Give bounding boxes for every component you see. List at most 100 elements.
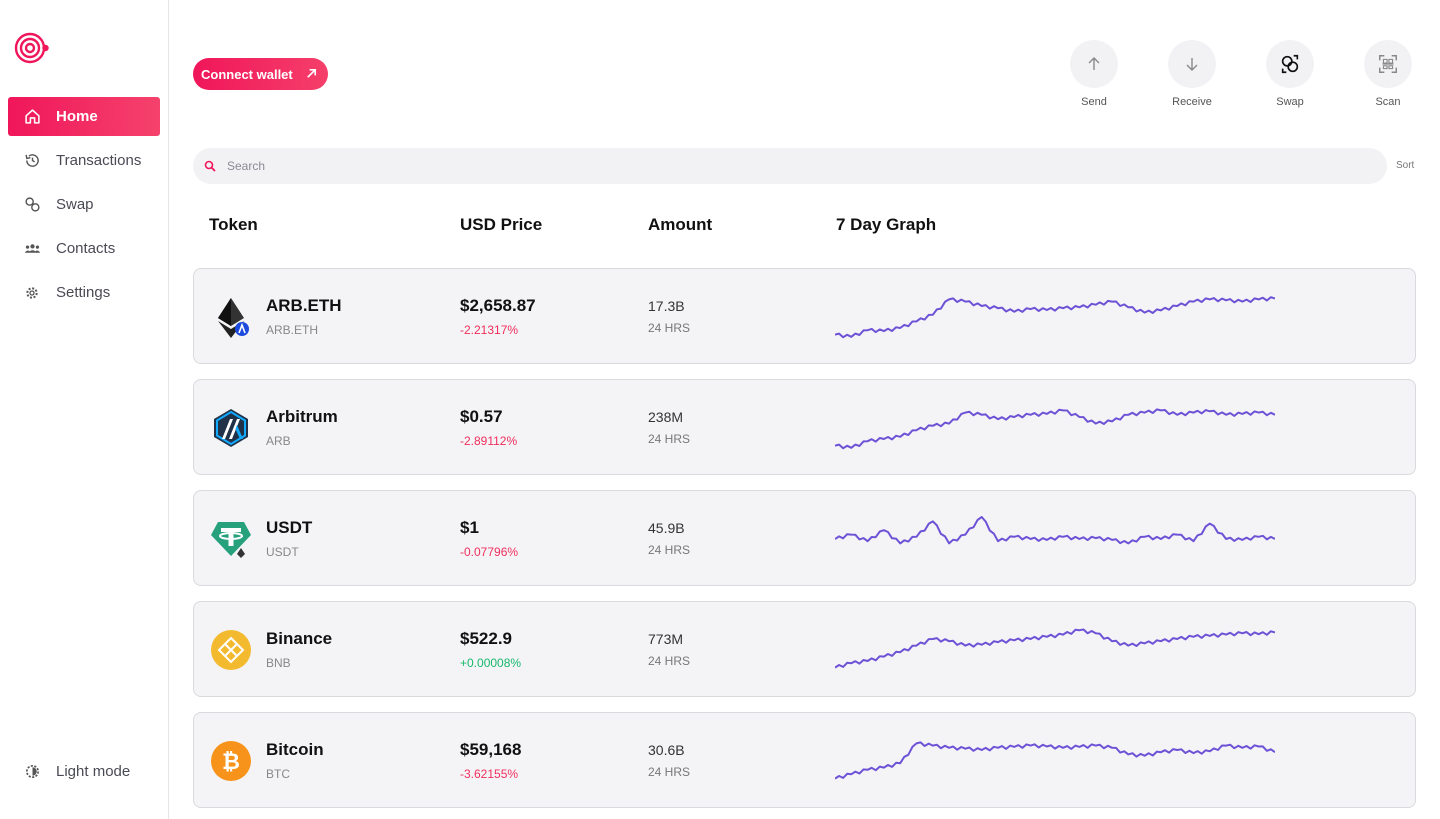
swap-button[interactable]: Swap (1266, 40, 1314, 108)
sparkline-chart (835, 408, 1275, 450)
token-list: ARB.ETH ARB.ETH $2,658.87 -2.21317% 17.3… (193, 268, 1416, 819)
price-change: -2.89112% (460, 434, 518, 448)
token-symbol: BTC (266, 767, 290, 781)
sort-button[interactable]: Sort (1396, 160, 1415, 171)
token-price: $0.57 (460, 407, 503, 426)
token-price: $522.9 (460, 629, 512, 648)
sparkline-path (835, 741, 1275, 780)
qr-scan-icon (1379, 55, 1397, 73)
token-row-usdt[interactable]: USDT USDT $1 -0.07796% 45.9B 24 HRS (193, 490, 1416, 586)
theme-icon (23, 762, 41, 780)
token-row-binance[interactable]: Binance BNB $522.9 +0.00008% 773M 24 HRS (193, 601, 1416, 697)
sparkline-chart (835, 628, 1275, 669)
price-change: -0.07796% (460, 545, 519, 559)
header-amount: Amount (648, 215, 713, 234)
history-icon (23, 152, 41, 170)
amount-period: 24 HRS (648, 765, 691, 779)
sparkline-chart (835, 516, 1275, 545)
receive-circle (1168, 40, 1216, 88)
sidebar-item-label: Transactions (56, 152, 142, 169)
arrow-up-right-icon (307, 68, 317, 78)
price-change: -2.21317% (460, 323, 519, 337)
swap-circle (1266, 40, 1314, 88)
search-bar (193, 148, 1387, 184)
tether-icon (211, 522, 251, 558)
sparkline-path (835, 408, 1275, 450)
swap-label: Swap (1276, 96, 1304, 108)
token-symbol: ARB.ETH (266, 323, 319, 337)
amount-period: 24 HRS (648, 321, 691, 335)
sparkline-path (835, 628, 1275, 669)
send-circle (1070, 40, 1118, 88)
token-price: $59,168 (460, 740, 522, 759)
header-token: Token (209, 215, 258, 234)
token-symbol: BNB (266, 656, 291, 670)
sidebar-item-home[interactable]: Home (8, 97, 160, 136)
connect-wallet-label: Connect wallet (201, 66, 293, 82)
scan-button[interactable]: Scan (1364, 40, 1412, 108)
token-name: USDT (266, 518, 313, 537)
gear-icon (23, 284, 41, 302)
sparkline-chart (835, 296, 1275, 339)
token-name: Binance (266, 629, 333, 648)
token-amount: 17.3B (648, 298, 685, 314)
token-amount: 45.9B (648, 520, 685, 536)
spiral-logo-icon (14, 32, 49, 64)
arbitrum-icon (214, 409, 248, 447)
token-row-arbitrum[interactable]: Arbitrum ARB $0.57 -2.89112% 238M 24 HRS (193, 379, 1416, 475)
token-price: $1 (460, 518, 479, 537)
app-logo[interactable] (14, 32, 50, 66)
bitcoin-icon: ₿ (211, 741, 251, 781)
token-amount: 773M (648, 631, 684, 647)
search-icon (203, 159, 217, 173)
svg-text:₿: ₿ (222, 749, 240, 774)
sidebar-item-swap[interactable]: Swap (8, 185, 160, 224)
sidebar-item-label: Swap (56, 196, 94, 213)
sidebar-item-transactions[interactable]: Transactions (8, 141, 160, 180)
token-amount: 238M (648, 409, 684, 425)
receive-button[interactable]: Receive (1168, 40, 1216, 108)
sparkline-chart (835, 741, 1275, 780)
token-price: $2,658.87 (460, 296, 536, 315)
eth-arbitrum-icon (218, 298, 249, 338)
amount-period: 24 HRS (648, 543, 691, 557)
sidebar-nav: Home Transactions Swap Contacts (8, 97, 160, 317)
amount-period: 24 HRS (648, 432, 691, 446)
theme-toggle[interactable]: Light mode (23, 762, 130, 780)
sidebar-item-settings[interactable]: Settings (8, 273, 160, 312)
price-change: -3.62155% (460, 767, 519, 781)
sidebar-item-contacts[interactable]: Contacts (8, 229, 160, 268)
quick-actions: Send Receive Swap (1070, 40, 1412, 108)
token-name: Arbitrum (266, 407, 338, 426)
theme-toggle-label: Light mode (56, 762, 131, 780)
sidebar-item-label: Settings (56, 284, 111, 301)
header-7-day-graph: 7 Day Graph (836, 215, 937, 234)
price-change: +0.00008% (460, 656, 522, 670)
arrow-up-icon (1088, 57, 1100, 70)
amount-period: 24 HRS (648, 654, 691, 668)
send-button[interactable]: Send (1070, 40, 1118, 108)
bnb-icon (211, 630, 251, 670)
search-input[interactable] (227, 159, 1327, 173)
connect-wallet-button[interactable]: Connect wallet (193, 58, 328, 90)
swap-icon (1281, 54, 1299, 74)
token-name: Bitcoin (266, 740, 324, 759)
scan-circle (1364, 40, 1412, 88)
sidebar-item-label: Contacts (56, 240, 116, 257)
header-usd-price: USD Price (460, 215, 543, 234)
send-label: Send (1081, 96, 1107, 108)
sidebar-item-label: Home (56, 108, 98, 125)
token-symbol: USDT (266, 545, 299, 559)
swap-icon (23, 196, 41, 214)
contacts-icon (23, 240, 41, 258)
sparkline-path (835, 296, 1275, 339)
sidebar: Home Transactions Swap Contacts (0, 0, 169, 819)
token-name: ARB.ETH (266, 296, 342, 315)
receive-label: Receive (1172, 96, 1212, 108)
token-row-bitcoin[interactable]: ₿ Bitcoin BTC $59,168 -3.62155% 30.6B 24… (193, 712, 1416, 808)
token-row-arb-eth[interactable]: ARB.ETH ARB.ETH $2,658.87 -2.21317% 17.3… (193, 268, 1416, 364)
scan-label: Scan (1375, 96, 1401, 108)
token-symbol: ARB (266, 434, 291, 448)
token-amount: 30.6B (648, 742, 685, 758)
